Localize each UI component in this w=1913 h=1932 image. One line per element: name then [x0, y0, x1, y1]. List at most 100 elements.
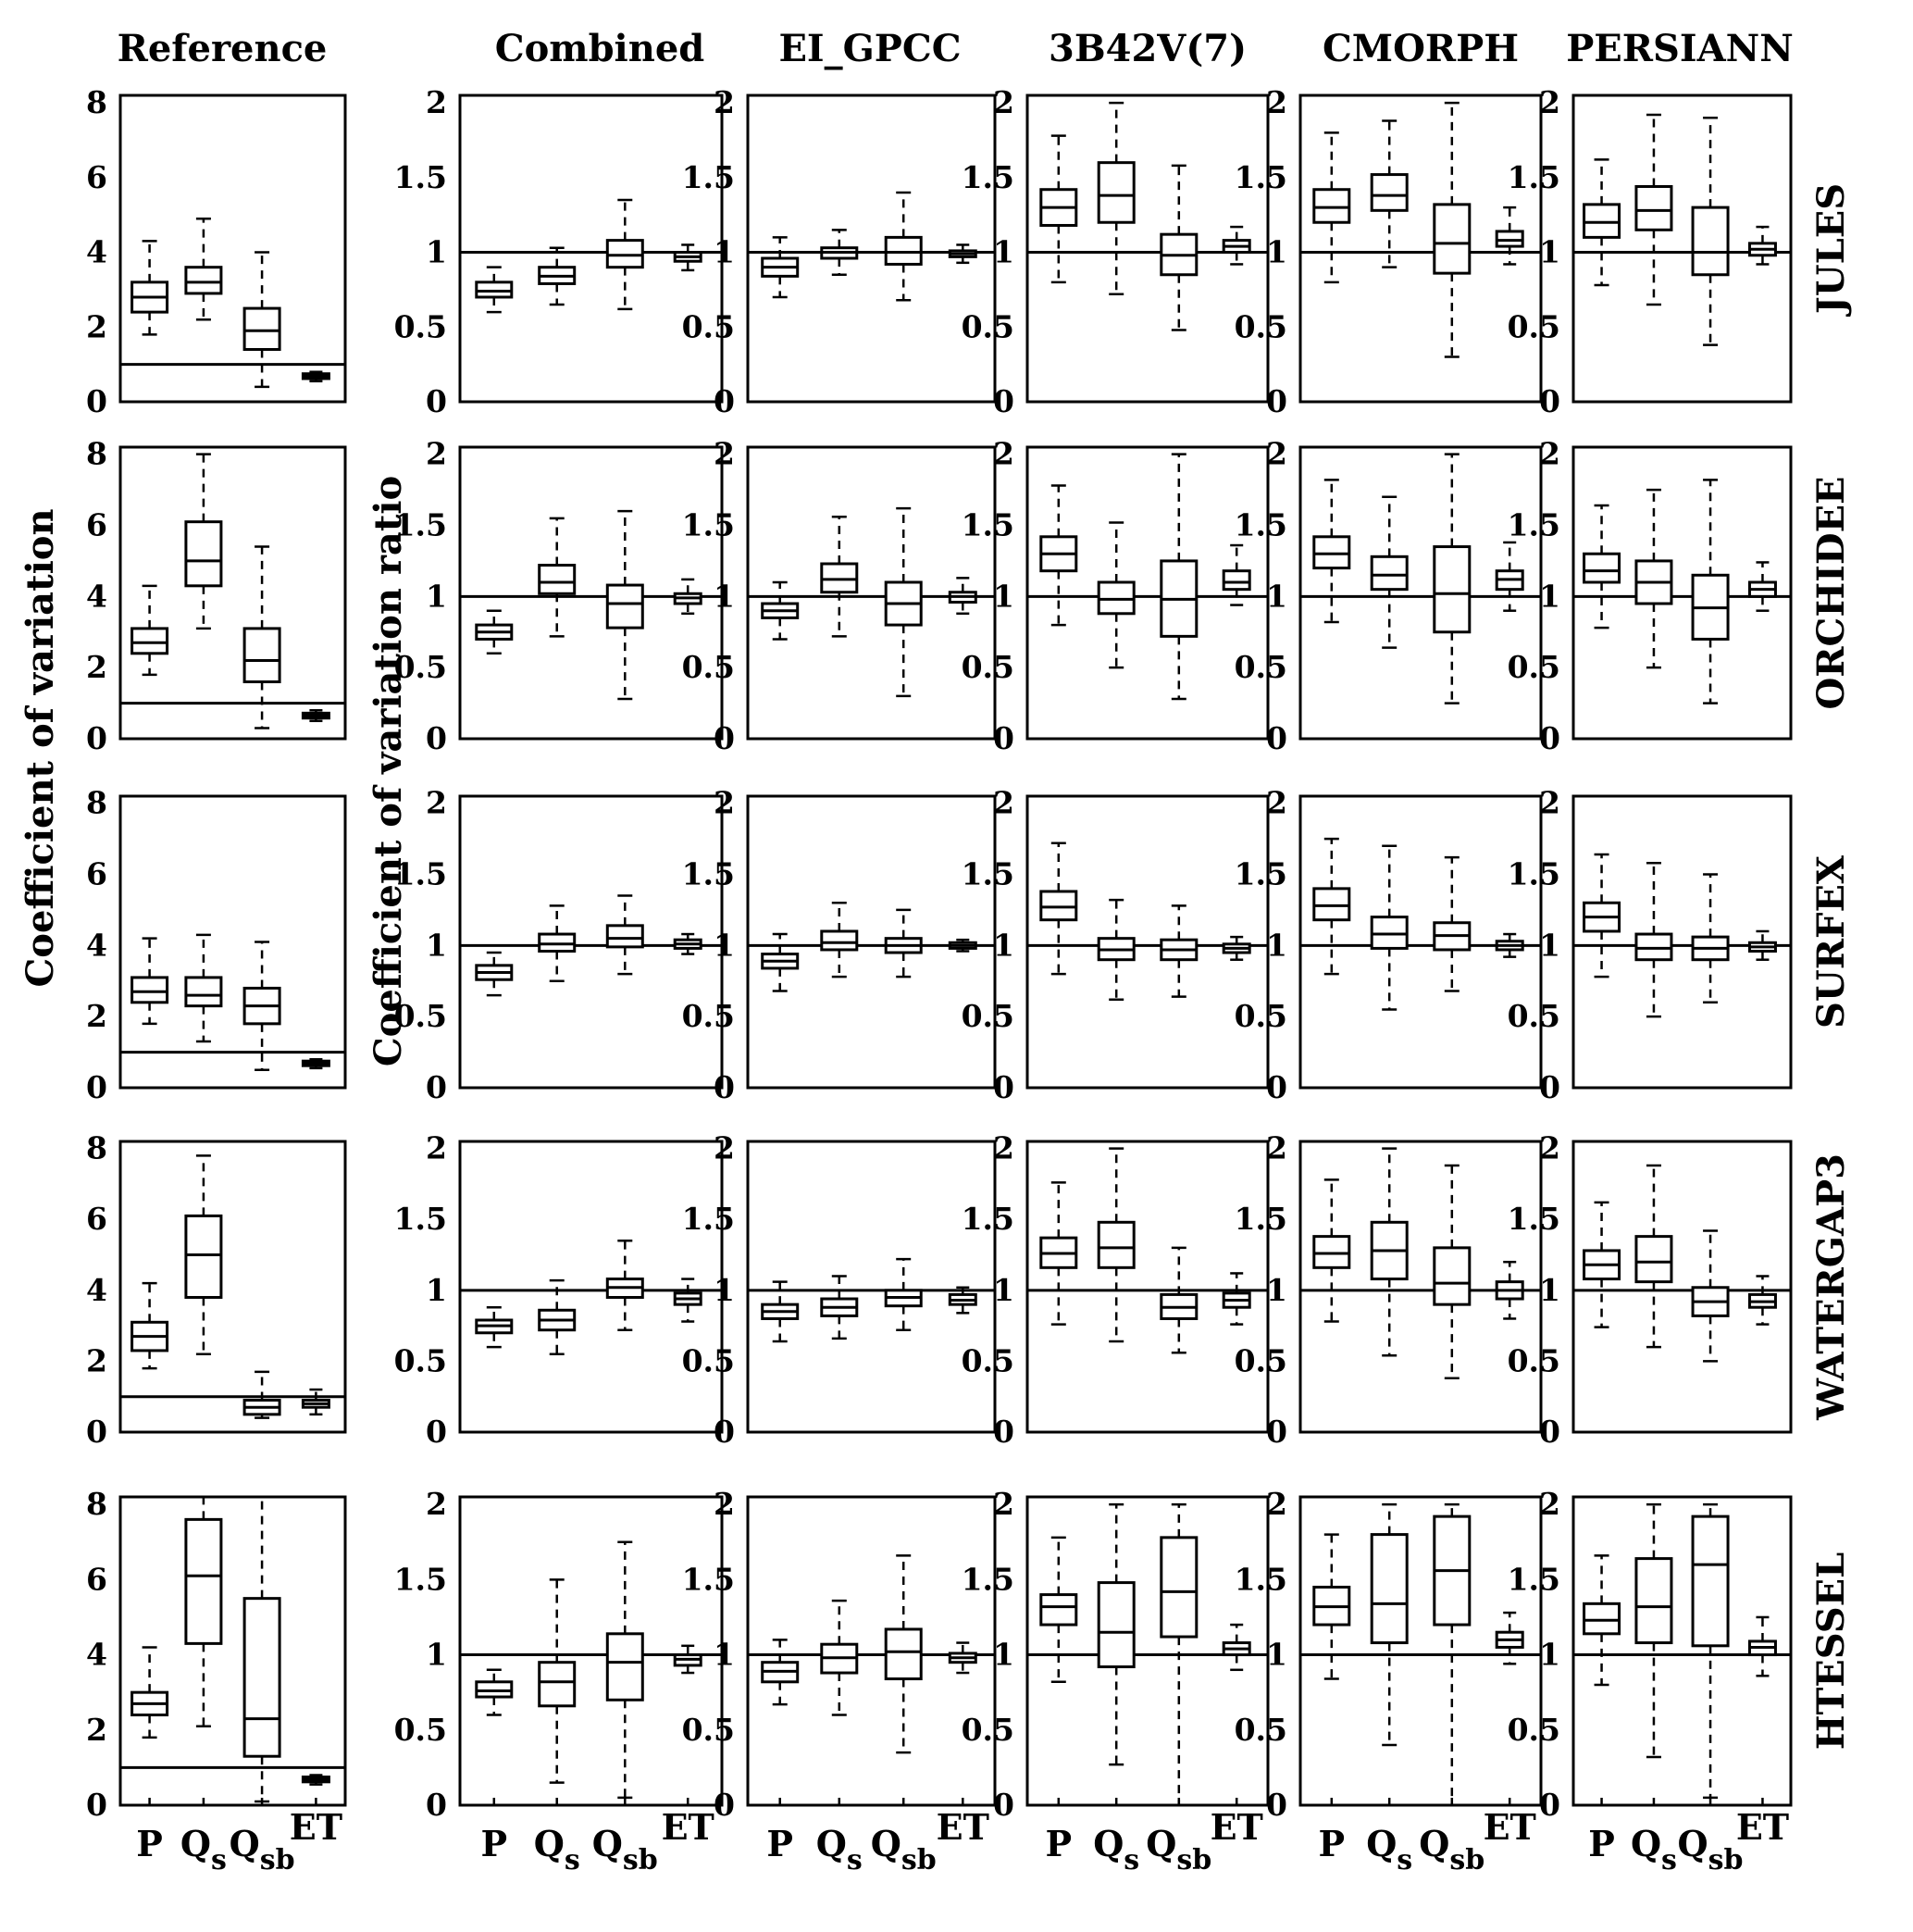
y-tick-label: 0.5 — [962, 1712, 1014, 1748]
box-et — [1495, 932, 1524, 958]
y-tick-label: 0.5 — [1235, 1342, 1287, 1378]
panel-jules-persiann: 0 0.5 1 1.5 2 — [1508, 84, 1793, 419]
box-et — [1222, 1623, 1251, 1672]
column-title-3b42v-7: 3B42V(7) — [1049, 27, 1247, 70]
box-qs — [1634, 1502, 1673, 1759]
y-tick-label: 1.5 — [1235, 159, 1287, 195]
x-category-label-et: ET — [937, 1806, 989, 1848]
interquartile-box — [130, 627, 169, 655]
box-p — [1583, 158, 1621, 287]
y-tick-label: 1.5 — [1508, 159, 1560, 195]
y-tick-label: 2 — [714, 1486, 735, 1522]
y-tick-label: 2 — [426, 436, 447, 472]
y-tick-label: 1.5 — [962, 159, 1014, 195]
interquartile-box — [1583, 1602, 1621, 1636]
panel-frame — [1025, 1140, 1270, 1434]
interquartile-box — [1634, 1557, 1673, 1645]
box-qs — [1634, 113, 1673, 306]
y-tick-label: 0 — [426, 383, 447, 419]
y-tick-label: 0.5 — [682, 649, 735, 685]
box-p — [475, 951, 514, 997]
interquartile-box — [184, 266, 223, 295]
panel-frame — [746, 93, 997, 404]
panel-frame — [1571, 93, 1793, 404]
box-p — [761, 236, 800, 299]
panel-frame — [746, 1140, 997, 1434]
panel-orchidee-3b42v-7: 0 0.5 1 1.5 2 — [962, 436, 1270, 756]
y-tick-label: 0.5 — [962, 998, 1014, 1034]
y-tick-label: 6 — [86, 1201, 107, 1237]
x-category-subscript: s — [1124, 1844, 1139, 1876]
y-tick-label: 1.5 — [682, 1561, 735, 1597]
x-category-label-qs: Qs — [534, 1823, 580, 1876]
y-tick-label: 0.5 — [962, 1342, 1014, 1378]
y-tick-label: 0 — [426, 1787, 447, 1823]
box-p — [130, 1646, 169, 1739]
box-p — [1039, 1536, 1078, 1684]
panel-watergap3-ei-gpcc: 0 0.5 1 1.5 2 — [682, 1130, 997, 1450]
x-category-label-qsb: Qsb — [592, 1823, 658, 1876]
panel-frame — [1298, 93, 1543, 404]
interquartile-box — [538, 564, 577, 595]
box-et — [673, 1278, 702, 1323]
y-tick-label: 1 — [714, 234, 735, 270]
interquartile-box — [242, 306, 281, 351]
interquartile-box — [1370, 173, 1409, 212]
panel-frame — [1025, 1495, 1270, 1807]
box-p — [1039, 484, 1078, 627]
y-tick-label: 0 — [1266, 1787, 1287, 1823]
panel-watergap3-persiann: 0 0.5 1 1.5 2 — [1508, 1130, 1793, 1450]
interquartile-box — [1583, 552, 1621, 584]
y-tick-label: 0 — [714, 1787, 735, 1823]
y-tick-label: 1 — [1539, 1637, 1560, 1673]
panel-orchidee-persiann: 0 0.5 1 1.5 2 — [1508, 436, 1793, 756]
y-tick-label: 4 — [86, 1637, 107, 1673]
y-tick-label: 0 — [993, 1069, 1014, 1105]
y-tick-label: 1 — [426, 1272, 447, 1308]
y-tick-label: 8 — [86, 436, 107, 472]
y-tick-label: 1 — [1539, 927, 1560, 963]
y-tick-label: 1 — [993, 578, 1014, 614]
y-tick-label: 1.5 — [682, 856, 735, 892]
y-tick-label: 2 — [714, 785, 735, 821]
box-et — [301, 709, 330, 723]
interquartile-box — [605, 1632, 644, 1701]
panel-frame — [1025, 794, 1270, 1090]
box-qs — [820, 1275, 859, 1340]
y-tick-label: 0 — [993, 720, 1014, 756]
box-qsb — [1691, 873, 1730, 1004]
y-tick-label: 0 — [426, 1069, 447, 1105]
y-tick-label: 2 — [426, 84, 447, 120]
interquartile-box — [184, 976, 223, 1008]
y-tick-label: 0 — [1266, 383, 1287, 419]
box-qsb — [605, 894, 644, 976]
box-et — [1747, 929, 1777, 961]
panel-frame — [1571, 1495, 1793, 1807]
box-qsb — [1160, 164, 1199, 331]
interquartile-box — [605, 583, 644, 629]
y-tick-label: 1 — [1266, 1272, 1287, 1308]
y-tick-label: 1 — [993, 927, 1014, 963]
interquartile-box — [1691, 206, 1730, 277]
y-tick-label: 0.5 — [394, 308, 447, 344]
x-category-label-p: P — [481, 1823, 508, 1864]
y-tick-label: 0 — [1266, 1069, 1287, 1105]
interquartile-box — [184, 1214, 223, 1299]
y-tick-label: 4 — [86, 578, 107, 614]
panel-watergap3-cmorph: 0 0.5 1 1.5 2 — [1235, 1130, 1543, 1450]
y-tick-label: 0.5 — [1508, 649, 1560, 685]
box-qsb — [605, 198, 644, 311]
panel-watergap3-reference: 0 2 4 6 8 — [86, 1130, 347, 1450]
box-qsb — [605, 1239, 644, 1331]
interquartile-box — [1634, 184, 1673, 231]
y-tick-label: 0.5 — [1508, 998, 1560, 1034]
y-tick-label: 1.5 — [962, 507, 1014, 543]
panel-jules-ei-gpcc: 0 0.5 1 1.5 2 — [682, 84, 997, 419]
panel-surfex-combined: 0 0.5 1 1.5 2 — [394, 785, 724, 1105]
y-tick-label: 1 — [426, 578, 447, 614]
box-qsb — [242, 251, 281, 389]
box-qs — [820, 229, 859, 277]
box-p — [1312, 479, 1351, 624]
x-category-label-p: P — [766, 1823, 793, 1864]
y-tick-label: 2 — [1539, 1486, 1560, 1522]
